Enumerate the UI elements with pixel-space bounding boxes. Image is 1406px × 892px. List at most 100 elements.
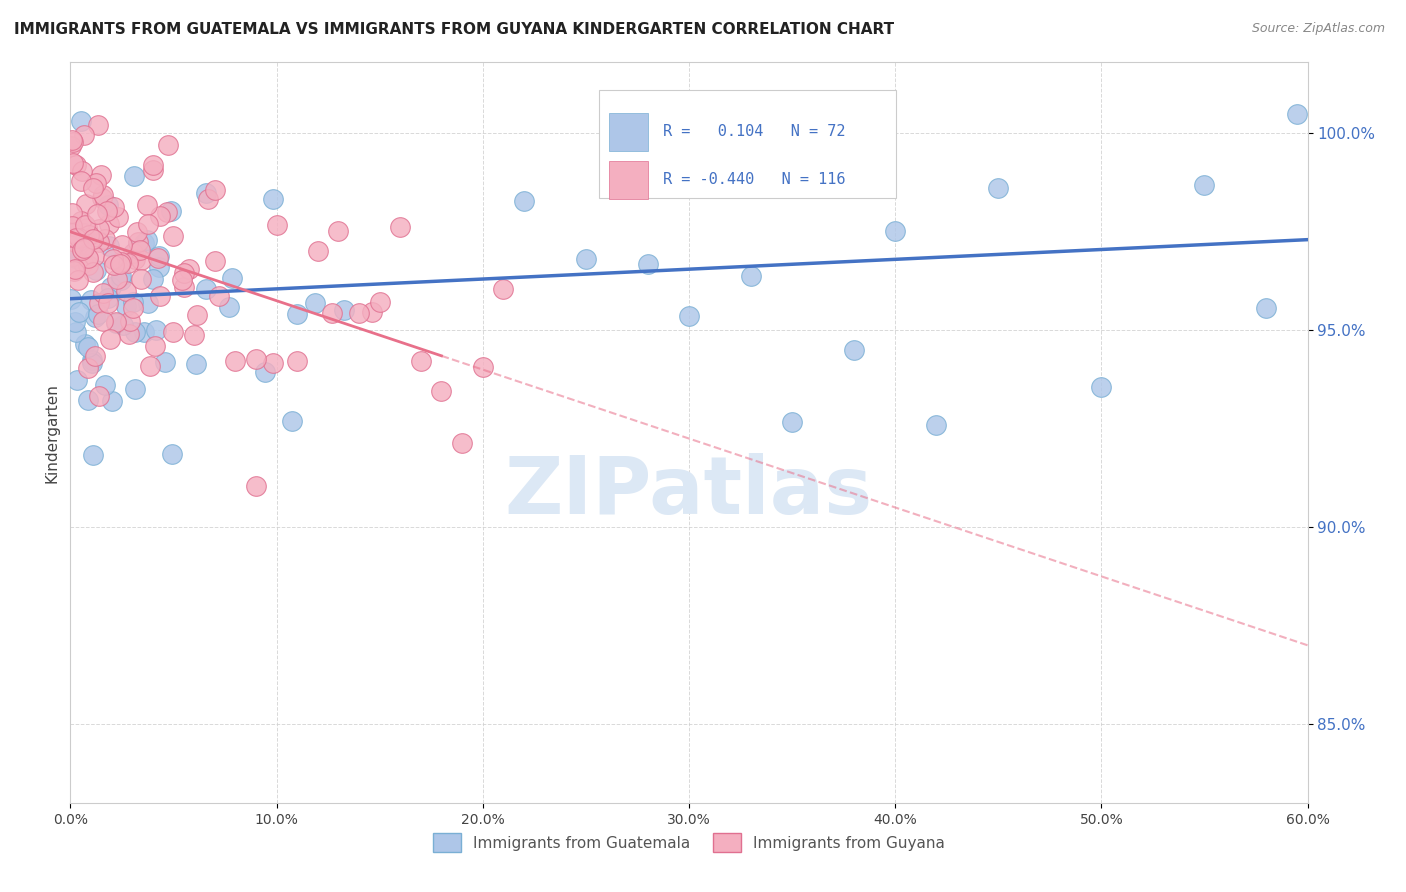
Point: [82, 232, 104, 246]
Point: [65, 230, 87, 244]
Point: [110, 268, 132, 283]
Point: [134, 325, 156, 339]
Bar: [599, 90, 896, 198]
Point: [740, 268, 762, 283]
Point: [368, 295, 391, 310]
Point: [471, 360, 494, 375]
Point: [100, 279, 122, 293]
Point: [160, 447, 183, 461]
Point: [60, 139, 83, 153]
Point: [63, 261, 86, 276]
Point: [105, 316, 128, 330]
Point: [82, 181, 104, 195]
Point: [125, 225, 148, 239]
Point: [94, 232, 117, 246]
Point: [195, 186, 218, 201]
Point: [513, 194, 536, 208]
Point: [60, 292, 83, 306]
Point: [142, 158, 165, 172]
Point: [73, 128, 96, 142]
Point: [97, 198, 120, 212]
Point: [62, 155, 84, 169]
Point: [115, 299, 138, 313]
Text: ZIPatlas: ZIPatlas: [505, 453, 873, 531]
Point: [162, 325, 184, 339]
Text: IMMIGRANTS FROM GUATEMALA VS IMMIGRANTS FROM GUYANA KINDERGARTEN CORRELATION CHA: IMMIGRANTS FROM GUATEMALA VS IMMIGRANTS …: [14, 22, 894, 37]
Point: [63, 263, 86, 277]
Point: [91, 286, 114, 301]
Point: [103, 258, 125, 272]
Point: [430, 384, 453, 398]
Point: [101, 394, 124, 409]
Point: [1194, 178, 1216, 192]
Point: [172, 273, 194, 287]
Point: [63, 315, 86, 329]
Point: [114, 284, 136, 298]
Point: [82, 265, 104, 279]
Point: [124, 243, 146, 257]
Point: [73, 219, 96, 233]
Point: [987, 180, 1010, 194]
Point: [79, 227, 101, 242]
Point: [97, 217, 120, 231]
Point: [575, 252, 598, 266]
Point: [76, 340, 98, 354]
Point: [86, 206, 108, 220]
Point: [77, 258, 100, 272]
Point: [204, 254, 226, 268]
Point: [72, 243, 94, 257]
Point: [409, 353, 432, 368]
Point: [91, 314, 114, 328]
Point: [80, 232, 103, 246]
Point: [117, 256, 139, 270]
Point: [76, 221, 98, 235]
Point: [105, 271, 128, 285]
Point: [127, 235, 149, 249]
Point: [262, 356, 284, 370]
Point: [221, 271, 243, 285]
Point: [67, 231, 90, 245]
Point: [87, 235, 110, 250]
Point: [65, 231, 87, 245]
Point: [80, 293, 103, 307]
Point: [110, 238, 132, 252]
Point: [122, 169, 145, 183]
Point: [69, 305, 91, 319]
Point: [73, 241, 96, 255]
Point: [118, 314, 141, 328]
Point: [80, 353, 103, 368]
Point: [262, 192, 284, 206]
Point: [194, 283, 217, 297]
Point: [70, 164, 93, 178]
Point: [347, 306, 370, 320]
Point: [87, 295, 110, 310]
Point: [179, 262, 201, 277]
Point: [72, 256, 94, 270]
Point: [186, 357, 208, 371]
Point: [321, 306, 343, 320]
Point: [1256, 301, 1278, 316]
Point: [65, 235, 87, 249]
Point: [122, 301, 145, 316]
Point: [62, 136, 84, 150]
Point: [149, 210, 172, 224]
Point: [87, 389, 110, 403]
Point: [69, 114, 91, 128]
Point: [139, 359, 162, 373]
Point: [1286, 106, 1309, 120]
Point: [204, 183, 226, 197]
Point: [75, 197, 97, 211]
Point: [129, 271, 152, 285]
Point: [186, 308, 208, 322]
Point: [103, 200, 125, 214]
Point: [124, 382, 146, 396]
Point: [208, 289, 231, 303]
Point: [60, 219, 83, 233]
Point: [70, 174, 93, 188]
Point: [160, 204, 183, 219]
Point: [360, 305, 382, 319]
Point: [124, 325, 146, 339]
Point: [60, 226, 83, 240]
Point: [136, 233, 159, 247]
Point: [84, 177, 107, 191]
